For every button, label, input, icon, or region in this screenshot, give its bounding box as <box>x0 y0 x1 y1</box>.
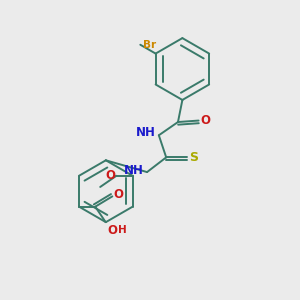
Text: S: S <box>190 151 199 164</box>
Text: NH: NH <box>124 164 144 177</box>
Text: O: O <box>105 169 115 182</box>
Text: O: O <box>107 224 117 237</box>
Text: O: O <box>114 188 124 201</box>
Text: NH: NH <box>135 126 155 140</box>
Text: Br: Br <box>143 40 156 50</box>
Text: O: O <box>201 114 211 127</box>
Text: H: H <box>118 225 127 235</box>
